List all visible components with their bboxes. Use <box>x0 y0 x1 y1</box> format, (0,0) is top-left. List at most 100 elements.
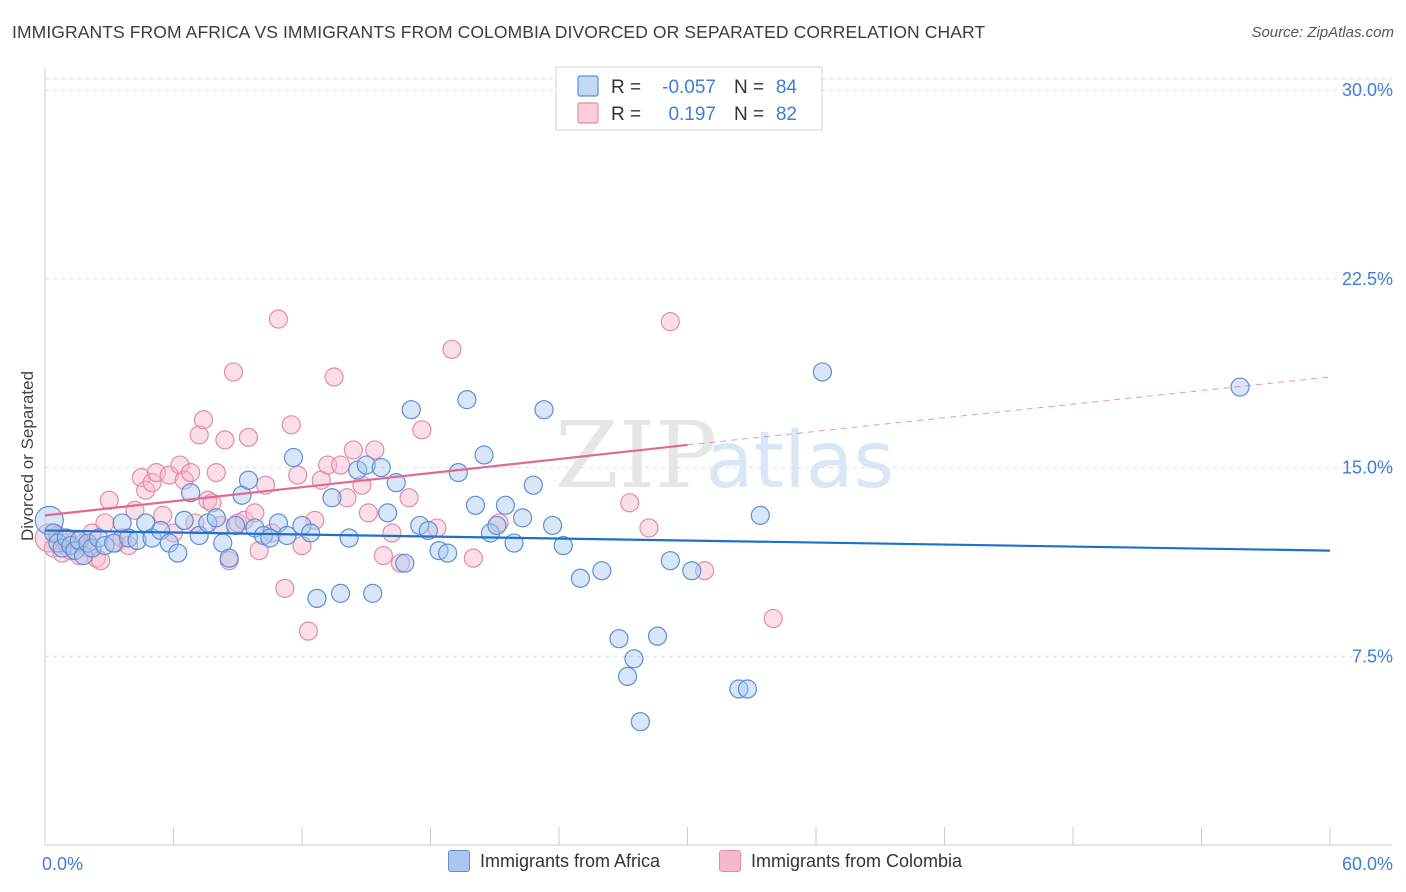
legend-n-value: 84 <box>776 77 798 98</box>
trend-line-colombia <box>44 443 688 517</box>
legend-n-value: 82 <box>776 104 797 125</box>
legend-n-label: N = <box>734 77 764 98</box>
legend-label-africa: Immigrants from Africa <box>480 850 661 871</box>
point-africa <box>553 535 573 556</box>
point-colombia <box>174 470 194 490</box>
axes <box>44 68 1392 846</box>
point-colombia <box>142 473 162 493</box>
point-africa <box>542 515 563 536</box>
point-africa <box>750 505 770 525</box>
point-colombia <box>288 465 308 485</box>
point-africa <box>660 551 680 571</box>
point-colombia <box>358 503 378 523</box>
point-colombia <box>249 541 269 561</box>
point-africa <box>206 508 226 528</box>
legend-swatch <box>577 102 599 124</box>
point-africa <box>534 400 554 420</box>
point-colombia <box>159 465 179 485</box>
point-africa <box>339 528 359 548</box>
y-tick-label: 30.0% <box>1342 80 1393 100</box>
point-colombia <box>412 420 432 440</box>
trend-lines <box>44 376 1331 552</box>
point-africa <box>300 523 321 543</box>
point-colombia <box>189 425 209 445</box>
point-colombia <box>215 430 235 450</box>
point-colombia <box>399 488 419 508</box>
point-africa <box>174 510 194 531</box>
point-africa <box>438 543 458 563</box>
y-tick-label: 7.5% <box>1352 646 1393 666</box>
point-colombia <box>660 312 680 332</box>
point-africa <box>226 515 246 536</box>
watermark: ZIP atlas <box>555 402 894 509</box>
y-tick-label: 15.0% <box>1342 458 1393 478</box>
legend-box: R = -0.057 N = 84 R = 0.197 N = 82 <box>555 66 823 131</box>
point-africa <box>418 520 438 541</box>
legend-r-value: -0.057 <box>662 77 716 98</box>
tick-labels: 7.5% 15.0% 22.5% 30.0% 0.0% 60.0% <box>42 80 1393 874</box>
legend-r-value: 0.197 <box>668 104 716 125</box>
y-tick-label: 22.5% <box>1342 269 1393 289</box>
point-colombia <box>382 523 402 543</box>
point-colombia <box>238 427 259 447</box>
point-colombia <box>181 462 201 483</box>
point-africa <box>812 362 833 382</box>
point-africa <box>277 525 297 546</box>
point-africa <box>356 455 376 475</box>
point-colombia <box>245 503 265 523</box>
point-africa <box>401 400 421 420</box>
point-africa <box>88 528 109 548</box>
point-colombia <box>373 546 393 566</box>
watermark-zip: ZIP <box>555 402 717 509</box>
point-colombia <box>463 548 483 568</box>
legend-swatch-africa <box>448 850 470 872</box>
point-africa <box>1230 377 1250 397</box>
point-africa <box>523 475 543 495</box>
point-colombia <box>337 488 357 508</box>
point-africa <box>465 495 486 515</box>
point-colombia <box>281 415 301 435</box>
point-colombia <box>305 510 325 531</box>
legend-item-africa: Immigrants from Africa <box>448 850 660 872</box>
legend-r-label: R = <box>611 77 641 98</box>
point-colombia <box>275 578 295 598</box>
point-colombia <box>298 621 319 641</box>
trend-line-africa <box>44 529 1331 552</box>
point-colombia <box>131 468 151 488</box>
point-africa <box>457 390 477 410</box>
point-colombia <box>620 493 640 513</box>
point-africa <box>647 626 668 646</box>
point-africa <box>487 515 507 536</box>
point-africa <box>474 445 494 465</box>
watermark-atlas: atlas <box>706 416 895 506</box>
point-africa <box>495 495 516 515</box>
point-colombia <box>324 367 344 387</box>
trend-line-colombia-extrapolated <box>687 376 1331 446</box>
point-africa <box>512 508 533 528</box>
point-africa <box>330 583 351 603</box>
point-africa <box>609 629 629 649</box>
point-colombia <box>365 440 385 460</box>
legend-frame <box>555 66 823 131</box>
point-africa <box>238 470 259 490</box>
point-africa <box>307 588 327 609</box>
bottom-legend: Immigrants from Africa Immigrants from C… <box>0 850 1406 878</box>
legend-swatch <box>577 75 599 97</box>
point-africa <box>43 523 64 543</box>
point-colombia <box>136 480 156 500</box>
point-colombia <box>390 553 411 573</box>
point-africa <box>737 679 758 699</box>
point-africa <box>219 548 239 568</box>
point-colombia <box>153 505 173 525</box>
legend-label-colombia: Immigrants from Colombia <box>751 850 963 871</box>
point-colombia <box>268 309 289 329</box>
point-africa <box>283 447 304 468</box>
point-africa <box>322 488 342 508</box>
point-africa <box>378 503 398 523</box>
point-africa <box>168 543 188 563</box>
legend-item-colombia: Immigrants from Colombia <box>719 850 962 872</box>
point-africa <box>448 462 468 483</box>
point-colombia <box>223 362 244 382</box>
grid-lines <box>45 78 1392 657</box>
